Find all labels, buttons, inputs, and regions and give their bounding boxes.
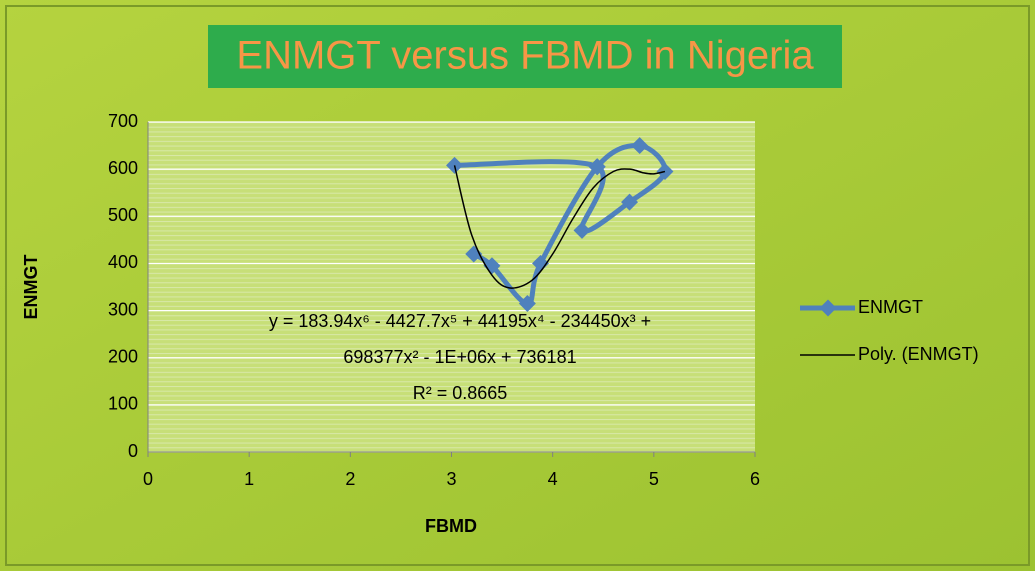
trend-line xyxy=(453,165,666,289)
marker xyxy=(532,254,550,272)
marker xyxy=(573,221,591,239)
y-axis-label: ENMGT xyxy=(21,255,41,320)
y-tick-label: 0 xyxy=(128,441,138,461)
x-tick-label: 5 xyxy=(649,469,659,489)
x-tick-label: 6 xyxy=(750,469,760,489)
marker xyxy=(631,137,649,155)
y-tick-label: 600 xyxy=(108,158,138,178)
plot-stripes xyxy=(148,122,755,452)
marker xyxy=(518,295,536,312)
x-tick-label: 0 xyxy=(143,469,153,489)
y-tick-label: 500 xyxy=(108,205,138,225)
marker xyxy=(621,193,639,211)
legend-label: Poly. (ENMGT) xyxy=(858,344,979,364)
x-tick-label: 4 xyxy=(548,469,558,489)
x-tick-label: 3 xyxy=(446,469,456,489)
trend-r-squared: R² = 0.8665 xyxy=(413,383,508,403)
trend-equation: 698377x² - 1E+06x + 736181 xyxy=(343,347,576,367)
legend-marker xyxy=(819,299,837,317)
marker xyxy=(588,158,606,176)
x-tick-label: 1 xyxy=(244,469,254,489)
y-tick-label: 300 xyxy=(108,299,138,319)
x-axis-label: FBMD xyxy=(425,516,477,536)
y-tick-label: 400 xyxy=(108,252,138,272)
x-tick-label: 2 xyxy=(345,469,355,489)
y-tick-label: 100 xyxy=(108,394,138,414)
trend-equation: y = 183.94x⁶ - 4427.7x⁵ + 44195x⁴ - 2344… xyxy=(269,311,651,331)
y-tick-label: 700 xyxy=(108,111,138,131)
chart-title: ENMGT versus FBMD in Nigeria xyxy=(236,34,814,78)
frame xyxy=(5,5,1030,566)
title-box xyxy=(208,25,842,88)
y-tick-label: 200 xyxy=(108,346,138,366)
legend-label: ENMGT xyxy=(858,297,923,317)
